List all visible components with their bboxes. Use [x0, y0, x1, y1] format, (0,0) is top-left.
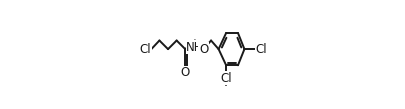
- Text: O: O: [180, 66, 190, 79]
- Text: Cl: Cl: [139, 43, 151, 56]
- Text: NH: NH: [186, 41, 203, 54]
- Text: Cl: Cl: [255, 43, 266, 56]
- Text: O: O: [198, 43, 208, 56]
- Text: Cl: Cl: [220, 72, 231, 85]
